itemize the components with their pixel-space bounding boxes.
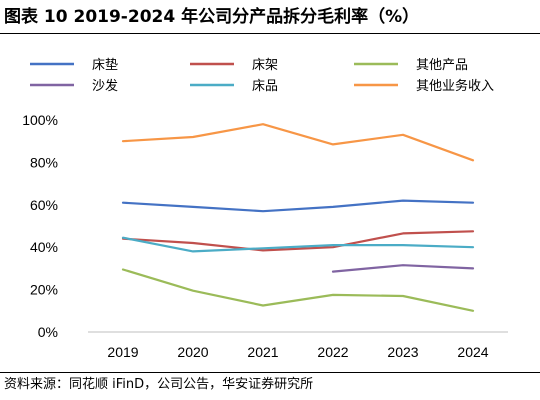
legend-label: 床垫: [92, 57, 118, 73]
source-note: 资料来源：同花顺 iFinD，公司公告，华安证券研究所: [4, 377, 314, 392]
x-tick-label: 2022: [317, 344, 348, 360]
chart-series: [121, 123, 475, 312]
legend-label: 床品: [252, 79, 278, 94]
legend-label: 沙发: [92, 78, 118, 94]
legend-item: 床垫: [30, 57, 118, 73]
series-line: [121, 268, 475, 312]
footer-divider: [0, 372, 540, 373]
series-line: [331, 264, 475, 273]
legend-item: 沙发: [30, 78, 118, 94]
title-divider: [0, 33, 540, 34]
x-tick-label: 2019: [107, 344, 138, 360]
y-tick-label: 100%: [22, 112, 58, 128]
legend-label: 床架: [252, 58, 278, 73]
x-tick-label: 2021: [247, 344, 278, 360]
legend-item: 床品: [190, 79, 278, 94]
legend-item: 其他产品: [354, 58, 468, 73]
chart-title: 图表 10 2019-2024 年公司分产品拆分毛利率（%）: [4, 7, 420, 27]
legend-label: 其他业务收入: [416, 78, 494, 94]
y-tick-label: 80%: [30, 154, 58, 170]
x-tick-label: 2024: [457, 344, 488, 360]
legend-item: 其他业务收入: [354, 78, 494, 94]
y-tick-label: 20%: [30, 282, 58, 298]
y-tick-label: 40%: [30, 239, 58, 255]
x-axis: 2019 2020 2021 2022 2023 2024: [88, 331, 508, 360]
legend-label: 其他产品: [416, 58, 468, 73]
series-line: [121, 199, 475, 213]
series-line: [121, 236, 475, 253]
x-tick-label: 2020: [177, 344, 208, 360]
y-tick-label: 0%: [38, 324, 58, 340]
legend-item: 床架: [190, 58, 278, 73]
y-tick-label: 60%: [30, 197, 58, 213]
y-axis: 0% 20% 40% 60% 80% 100%: [22, 112, 58, 340]
series-line: [121, 123, 475, 162]
series-line: [121, 230, 475, 252]
x-tick-label: 2023: [387, 344, 418, 360]
